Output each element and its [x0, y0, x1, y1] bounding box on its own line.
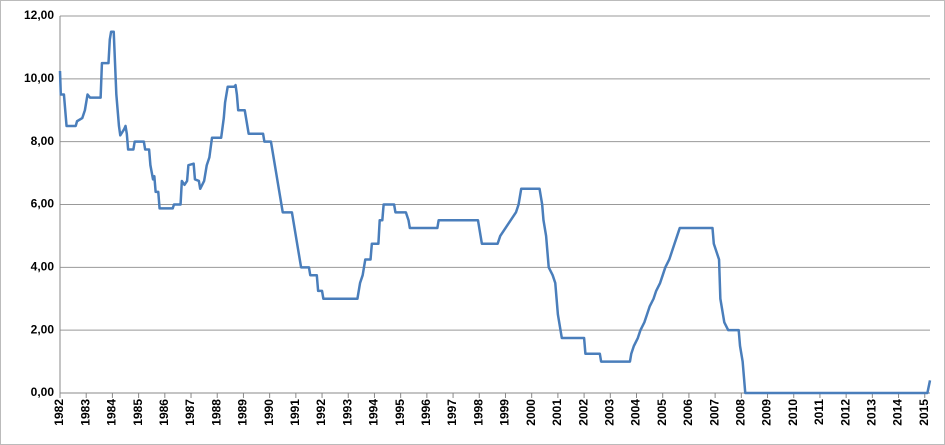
- x-tick-label: 2014: [891, 399, 905, 426]
- x-tick-label: 1986: [157, 399, 171, 426]
- x-tick-label: 1984: [105, 399, 119, 426]
- x-tick-label: 2000: [524, 399, 538, 426]
- x-tick-label: 2001: [550, 399, 564, 426]
- y-tick-label: 10,00: [24, 71, 54, 85]
- x-tick-label: 1993: [340, 399, 354, 426]
- x-tick-label: 1991: [288, 399, 302, 426]
- x-tick-label: 1988: [209, 399, 223, 426]
- x-tick-label: 2002: [576, 399, 590, 426]
- x-tick-label: 1987: [183, 399, 197, 426]
- y-tick-label: 12,00: [24, 8, 54, 22]
- x-tick-label: 2004: [629, 399, 643, 426]
- line: [58, 30, 932, 395]
- x-tick-label: 1994: [367, 399, 381, 426]
- x-tick-label: 2013: [865, 399, 879, 426]
- x-tick-label: 1983: [78, 399, 92, 426]
- y-tick-label: 6,00: [31, 197, 55, 211]
- x-tick-label: 1998: [471, 399, 485, 426]
- x-tick-label: 2003: [602, 399, 616, 426]
- y-tick-label: 2,00: [31, 322, 55, 336]
- x-tick-label: 2008: [733, 399, 747, 426]
- x-tick-label: 1997: [445, 399, 459, 426]
- x-tick-label: 2009: [760, 399, 774, 426]
- x-tick-label: 1992: [314, 399, 328, 426]
- x-tick-label: 2015: [917, 399, 931, 426]
- x-tick-label: 2006: [681, 399, 695, 426]
- x-tick-label: 2011: [812, 399, 826, 425]
- x-tick-label: 1989: [236, 399, 250, 426]
- x-tick-label: 1999: [498, 399, 512, 426]
- x-tick-label: 2005: [655, 399, 669, 426]
- x-tick-label: 1982: [52, 399, 66, 426]
- x-tick-label: 1995: [393, 399, 407, 426]
- x-tick-label: 2007: [707, 399, 721, 426]
- x-tick-label: 2012: [838, 399, 852, 426]
- y-tick-label: 0,00: [31, 385, 55, 399]
- x-tick-label: 2010: [786, 399, 800, 426]
- y-tick-label: 4,00: [31, 260, 55, 274]
- x-tick-label: 1996: [419, 399, 433, 426]
- y-tick-label: 8,00: [31, 134, 55, 148]
- x-tick-label: 1990: [262, 399, 276, 426]
- x-tick-label: 1985: [131, 399, 145, 426]
